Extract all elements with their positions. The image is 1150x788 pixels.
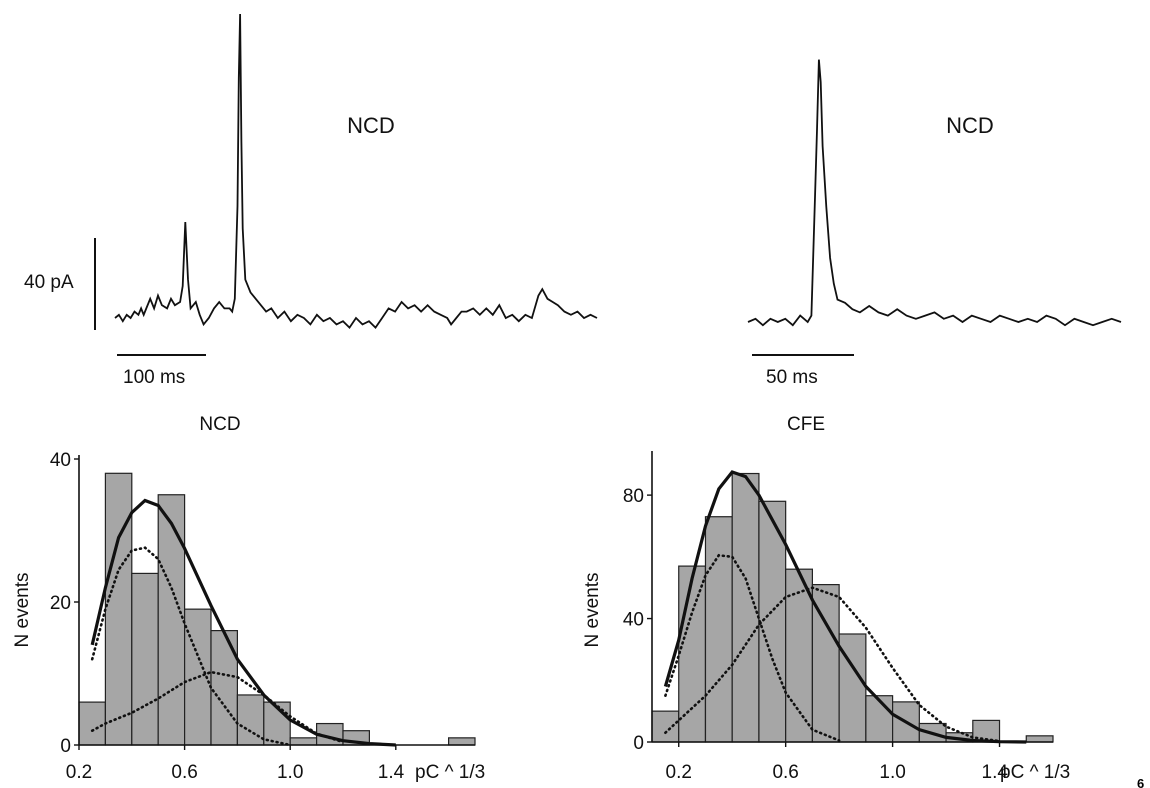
- trace-2-time-scale-label: 50 ms: [766, 367, 818, 388]
- trace-panel-2: NCD 50 ms: [747, 59, 1122, 388]
- histogram-bar: [78, 701, 106, 746]
- histogram-ncd-title: NCD: [199, 414, 240, 435]
- histogram-cfe: CFE N events pC ^ 1/3 0.2 0.6 1.0 1.4 0 40 80: [582, 414, 1070, 783]
- x-tick-label: 1.0: [277, 762, 303, 783]
- x-tick-label: 0.6: [772, 762, 798, 783]
- x-tick-label: 1.4: [378, 762, 405, 783]
- x-tick-label: 0.6: [171, 762, 197, 783]
- histogram-bar: [865, 695, 894, 743]
- histogram-ncd-x-unit: pC ^ 1/3: [415, 762, 485, 783]
- histogram-bar: [1025, 735, 1054, 743]
- histogram-bar: [157, 494, 186, 746]
- histogram-bar: [651, 710, 680, 743]
- fit-curve-total: [663, 470, 1027, 744]
- histogram-cfe-title: CFE: [787, 414, 825, 435]
- histogram-ncd: NCD N events pC ^ 1/3 0.2 0.6 1.0 1.4 0 20 40: [12, 414, 485, 783]
- trace-2-label: NCD: [946, 113, 994, 138]
- histogram-bar: [289, 737, 318, 746]
- histogram-bar: [131, 572, 159, 746]
- y-tick-label: 0: [60, 736, 71, 757]
- y-tick-label: 40: [50, 450, 71, 471]
- trace-1-label: NCD: [347, 113, 395, 138]
- histogram-bar: [838, 633, 867, 743]
- trace-1-time-scale-label: 100 ms: [123, 367, 185, 388]
- histogram-ncd-ylabel: N events: [12, 573, 33, 648]
- histogram-bar: [448, 737, 476, 746]
- x-tick-label: 1.4: [982, 762, 1009, 783]
- fit-curve-component: [664, 553, 841, 742]
- trace-1-amp-scale-label: 40 pA: [24, 272, 74, 293]
- x-tick-label: 0.2: [66, 762, 92, 783]
- fit-curve-component: [90, 670, 345, 744]
- trace-2-line: [747, 59, 1122, 327]
- x-tick-label: 1.0: [879, 762, 905, 783]
- fit-curve-component: [90, 546, 292, 747]
- fit-curve-component: [664, 586, 1001, 743]
- histogram-bar: [104, 472, 133, 746]
- y-tick-label: 20: [50, 593, 71, 614]
- histogram-cfe-ylabel: N events: [582, 573, 603, 648]
- page-number: 6: [1137, 776, 1144, 788]
- y-tick-label: 0: [633, 733, 644, 754]
- histogram-bar: [236, 694, 265, 746]
- y-tick-label: 40: [623, 610, 644, 631]
- trace-panel-1: NCD 40 pA 100 ms: [24, 13, 598, 388]
- histogram-bar: [704, 516, 733, 743]
- histogram-bar: [678, 565, 707, 743]
- y-tick-label: 80: [623, 486, 644, 507]
- x-tick-label: 0.2: [666, 762, 692, 783]
- trace-1-line: [114, 13, 598, 329]
- histogram-cfe-x-unit: pC ^ 1/3: [1000, 762, 1070, 783]
